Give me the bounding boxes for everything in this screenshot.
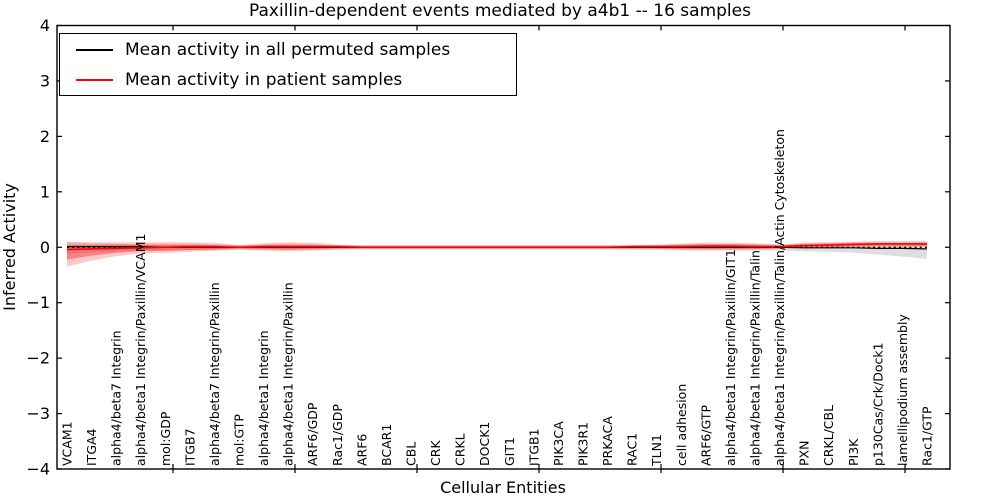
legend-item-patient: Mean activity in patient samples [76, 66, 516, 93]
chart-title: Paxillin-dependent events mediated by a4… [249, 1, 751, 21]
x-tick-label: GIT1 [502, 437, 517, 466]
x-tick-label: alpha4/beta1 Integrin/Paxillin/GIT1 [723, 249, 738, 466]
y-tick-label: −2 [26, 349, 50, 368]
x-tick-label: alpha4/beta1 Integrin/Paxillin/Talin [748, 250, 763, 466]
x-tick-label: cell adhesion [674, 384, 689, 466]
x-tick-label: alpha4/beta1 Integrin/Paxillin/VCAM1 [133, 234, 148, 466]
y-axis-label: Inferred Activity [0, 183, 19, 311]
x-tick-label: PI3K [846, 438, 861, 466]
x-tick-label: p130Cas/Crk/Dock1 [870, 342, 885, 466]
legend-label-permuted: Mean activity in all permuted samples [125, 39, 451, 60]
x-tick-label: CRKL [453, 433, 468, 466]
y-tick-label: 4 [40, 16, 50, 35]
x-tick-label: CBL [404, 442, 419, 466]
legend-item-permuted: Mean activity in all permuted samples [76, 36, 516, 63]
y-axis-ticks: −4 −3 −2 −1 0 1 2 3 4 [26, 16, 950, 479]
legend-line-permuted-icon [76, 48, 113, 51]
x-tick-label: CRKL/CBL [821, 405, 836, 466]
y-tick-label: −3 [26, 404, 50, 423]
x-tick-label: ARF6/GTP [698, 405, 713, 466]
x-tick-label: mol:GDP [158, 411, 173, 466]
x-tick-label: ITGB1 [526, 428, 541, 466]
y-tick-label: 0 [40, 238, 50, 257]
x-tick-label: Rac1/GTP [920, 406, 935, 466]
y-tick-label: 1 [40, 182, 50, 201]
x-tick-label: RAC1 [625, 433, 640, 466]
legend-line-patient-icon [76, 78, 113, 81]
x-tick-label: ARF6 [354, 434, 369, 466]
x-tick-label: PIK3CA [551, 421, 566, 466]
x-tick-label: alpha4/beta7 Integrin [109, 330, 124, 466]
y-tick-label: −1 [26, 293, 50, 312]
x-tick-label: BCAR1 [379, 424, 394, 466]
x-tick-labels: VCAM1 ITGA4 alpha4/beta7 Integrin alpha4/be… [60, 129, 935, 467]
x-axis-label: Cellular Entities [440, 478, 566, 497]
x-tick-label: TLN1 [649, 434, 664, 467]
x-tick-label: alpha4/beta1 Integrin/Paxillin/Talin/Act… [772, 129, 787, 466]
x-tick-label: CRK [428, 440, 443, 466]
x-tick-label: ARF6/GDP [305, 402, 320, 466]
series-Mean activity in patient samples [66, 243, 927, 251]
x-tick-label: PRKACA [600, 416, 615, 466]
legend-label-patient: Mean activity in patient samples [125, 69, 403, 90]
legend: Mean activity in all permuted samples Me… [59, 33, 517, 96]
x-tick-label: DOCK1 [477, 422, 492, 466]
x-tick-label: alpha4/beta7 Integrin/Paxillin [207, 282, 222, 466]
y-tick-label: 2 [40, 127, 50, 146]
x-tick-label: ITGA4 [84, 428, 99, 466]
x-tick-label: VCAM1 [60, 421, 75, 466]
x-tick-label: alpha4/beta1 Integrin [256, 330, 271, 466]
x-tick-label: PXN [797, 441, 812, 466]
x-tick-label: mol:GTP [232, 414, 247, 466]
x-tick-label: PIK3R1 [576, 422, 591, 466]
x-tick-label: lamellipodium assembly [895, 314, 910, 466]
x-axis-ticks [172, 25, 906, 473]
x-tick-label: Rac1/GDP [330, 404, 345, 466]
plot-area: −4 −3 −2 −1 0 1 2 3 4 VCAM1 ITGA4 alpha4/beta7 Inte… [26, 16, 951, 479]
x-tick-label: alpha4/beta1 Integrin/Paxillin [281, 282, 296, 466]
y-tick-label: 3 [40, 71, 50, 90]
y-tick-label: −4 [26, 460, 50, 479]
x-tick-label: ITGB7 [182, 428, 197, 466]
